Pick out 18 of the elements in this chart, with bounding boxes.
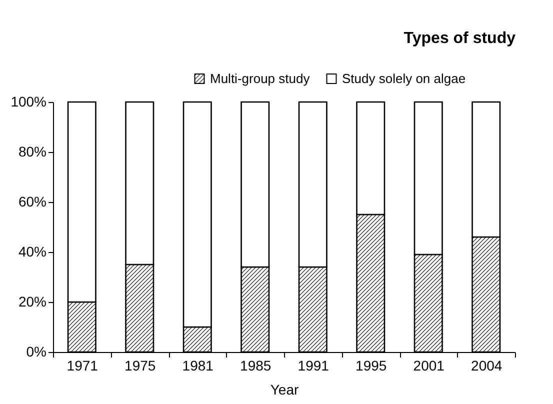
- x-tick-label: 1981: [182, 358, 214, 374]
- x-axis-title: Year: [270, 382, 299, 398]
- legend-label: Study solely on algae: [342, 70, 466, 86]
- x-tick-label: 1975: [124, 358, 156, 374]
- y-tick-label: 20%: [18, 294, 46, 310]
- x-tick-label: 1995: [356, 358, 387, 374]
- x-tick-label: 2004: [471, 358, 502, 374]
- x-tick-label: 1991: [298, 358, 330, 374]
- x-tick-label: 1985: [240, 358, 272, 374]
- legend-label: Multi-group study: [210, 70, 310, 86]
- chart-title: Types of study: [404, 30, 516, 47]
- x-tick-label: 2001: [413, 358, 445, 374]
- y-tick-label: 0%: [26, 344, 46, 360]
- x-tick-label: 1971: [66, 358, 98, 374]
- y-tick-label: 100%: [10, 94, 46, 110]
- y-tick-label: 40%: [18, 244, 46, 260]
- y-tick-label: 60%: [18, 194, 46, 210]
- y-tick-label: 80%: [18, 144, 46, 160]
